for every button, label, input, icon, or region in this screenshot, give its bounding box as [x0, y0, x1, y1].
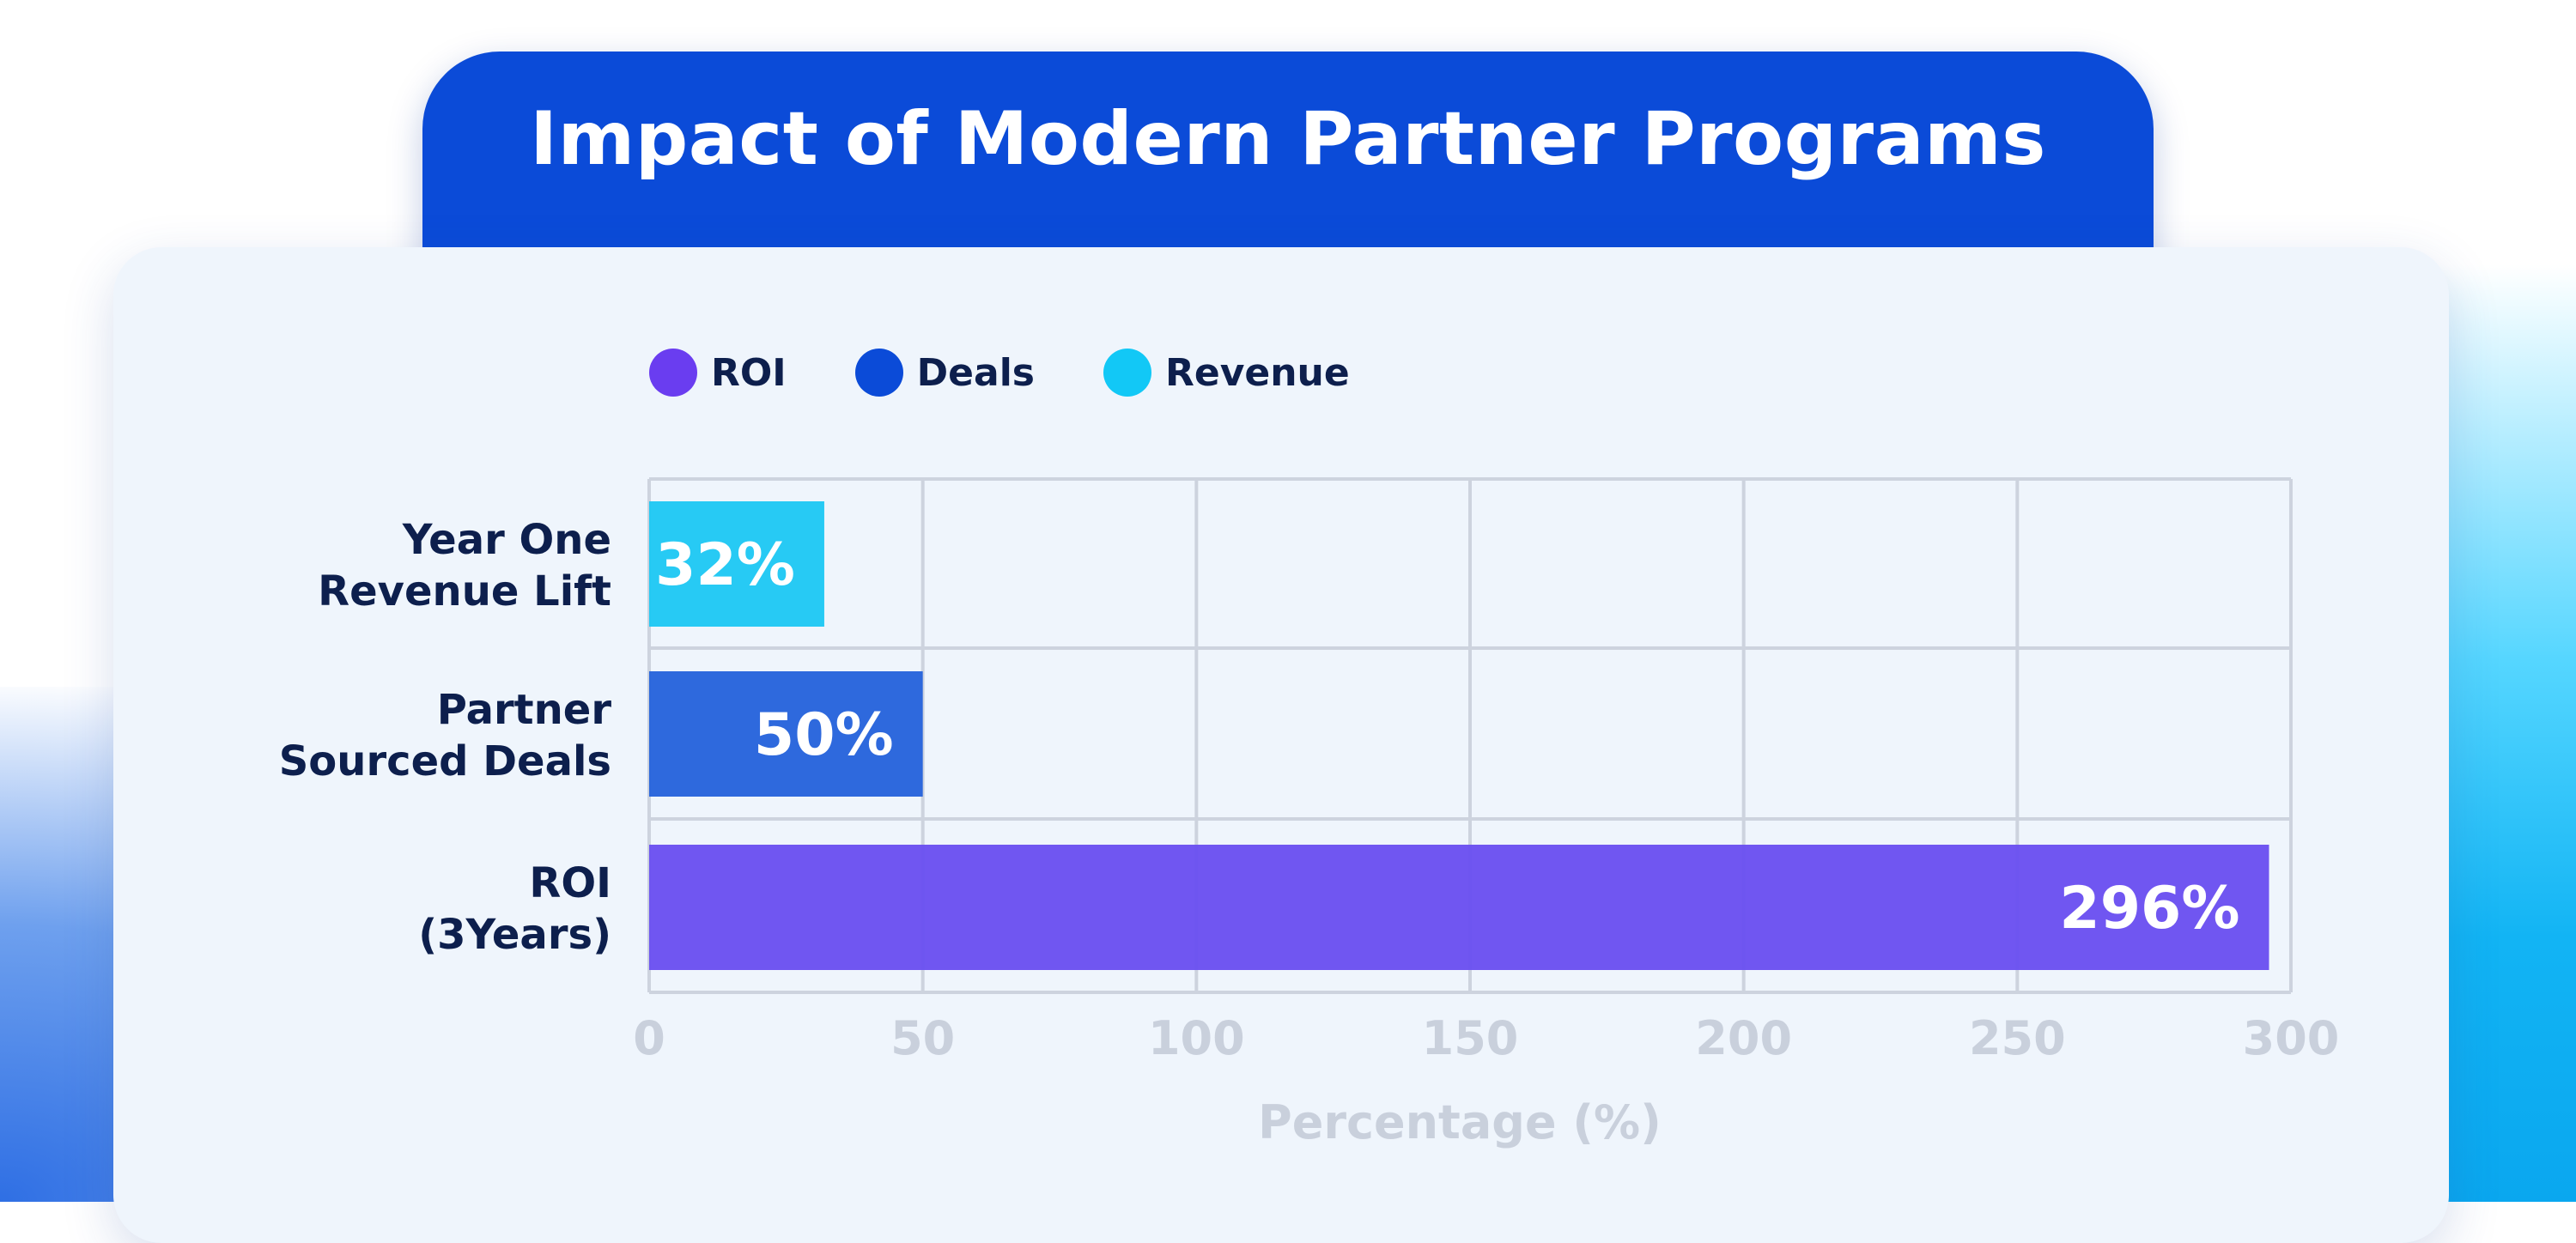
legend-swatch-deals — [854, 349, 903, 397]
bar-revenue — [649, 501, 824, 627]
chart-labels: 32% 50% 296% Year One Revenue Lift Partner Sou… — [279, 516, 2340, 1065]
legend-item-roi: ROI — [649, 349, 787, 397]
category-label: Partner Sourced Deals — [279, 686, 612, 785]
chart-legend: ROI Deals Revenue — [649, 347, 1419, 398]
x-tick-label: 100 — [1148, 1011, 1245, 1065]
title-banner: Impact of Modern Partner Programs — [422, 52, 2154, 275]
legend-swatch-roi — [649, 349, 697, 397]
bar-value-label: 296% — [2059, 875, 2239, 943]
x-tick-label: 0 — [633, 1011, 665, 1065]
legend-label-deals: Deals — [916, 350, 1035, 395]
legend-item-deals: Deals — [854, 349, 1035, 397]
x-tick-label: 150 — [1422, 1011, 1519, 1065]
x-tick-label: 250 — [1969, 1011, 2066, 1065]
legend-label-revenue: Revenue — [1164, 350, 1350, 395]
page-title: Impact of Modern Partner Programs — [530, 96, 2046, 182]
bar-roi — [649, 845, 2269, 970]
category-label: ROI (3Years) — [418, 859, 611, 959]
legend-swatch-revenue — [1103, 349, 1151, 397]
x-tick-label: 300 — [2243, 1011, 2340, 1065]
bar-value-label: 32% — [655, 531, 795, 599]
x-axis-title: Percentage (%) — [1258, 1095, 1662, 1149]
x-tick-label: 50 — [890, 1011, 955, 1065]
chart-bars — [649, 501, 2269, 970]
bar-deals — [649, 671, 923, 797]
bar-chart: 32% 50% 296% Year One Revenue Lift Partner Sou… — [279, 477, 2340, 1149]
legend-item-revenue: Revenue — [1103, 349, 1350, 397]
legend-label-roi: ROI — [711, 350, 787, 395]
bar-value-label: 50% — [754, 701, 894, 769]
category-label: Year One Revenue Lift — [318, 516, 611, 615]
chart-card — [113, 247, 2449, 1243]
x-tick-label: 200 — [1695, 1011, 1792, 1065]
